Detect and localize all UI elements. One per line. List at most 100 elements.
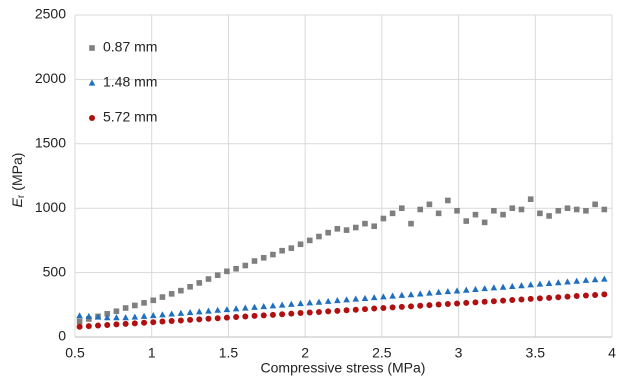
point	[564, 205, 571, 211]
y-label-subscript: r	[16, 194, 27, 198]
point	[104, 322, 111, 329]
point	[500, 211, 506, 218]
legend-label: 0.87 mm	[103, 39, 157, 55]
point	[601, 206, 608, 213]
legend-marker	[89, 45, 95, 51]
point	[270, 251, 276, 258]
point	[454, 300, 461, 307]
point	[297, 241, 304, 248]
point	[214, 272, 221, 278]
point	[343, 296, 350, 303]
point	[113, 321, 120, 328]
point	[389, 292, 396, 299]
y-label-unit: (MPa)	[9, 153, 25, 191]
point	[76, 318, 83, 325]
point	[389, 210, 396, 217]
legend-label: 5.72 mm	[103, 109, 157, 125]
point	[196, 316, 203, 323]
point	[435, 301, 442, 308]
point	[592, 201, 598, 208]
point	[546, 213, 552, 219]
point	[462, 286, 470, 293]
point	[564, 278, 571, 285]
point	[297, 310, 304, 317]
point	[324, 297, 332, 304]
point	[445, 197, 451, 204]
point	[233, 314, 240, 321]
point	[472, 285, 479, 292]
point	[555, 294, 562, 301]
point	[463, 299, 470, 306]
point	[279, 311, 286, 318]
point	[269, 302, 277, 309]
y-tick-label: 500	[43, 263, 67, 279]
point	[233, 265, 239, 272]
legend-label: 1.48 mm	[103, 74, 157, 90]
point	[426, 201, 433, 208]
point	[601, 291, 608, 298]
legend-marker	[89, 115, 95, 121]
x-tick-label: 0.5	[65, 345, 85, 361]
point	[426, 302, 433, 309]
point	[500, 297, 507, 304]
x-tick-label: 2.5	[372, 345, 392, 361]
point	[592, 292, 599, 299]
point	[463, 218, 470, 224]
point	[352, 295, 360, 302]
point	[132, 302, 138, 309]
point	[527, 281, 534, 288]
point	[76, 323, 83, 330]
point	[416, 290, 424, 297]
point	[426, 289, 433, 296]
point	[104, 311, 111, 317]
point	[371, 223, 377, 230]
point	[380, 305, 387, 312]
point	[178, 287, 184, 294]
x-tick-label: 3	[455, 345, 463, 361]
point	[187, 283, 193, 290]
point	[269, 311, 276, 318]
point	[481, 219, 488, 226]
point	[399, 205, 405, 211]
point	[435, 288, 442, 295]
point	[343, 227, 350, 233]
point	[122, 320, 129, 327]
point	[260, 302, 268, 310]
point	[334, 226, 341, 232]
point	[435, 210, 442, 217]
point	[555, 279, 562, 286]
point	[232, 305, 240, 312]
point	[407, 291, 415, 298]
point	[361, 306, 368, 313]
point	[334, 307, 341, 314]
point	[223, 306, 231, 313]
point	[527, 295, 534, 302]
point	[242, 313, 249, 320]
point	[150, 297, 157, 304]
point	[223, 314, 230, 321]
point	[564, 293, 571, 300]
point	[122, 314, 129, 321]
point	[205, 315, 212, 322]
y-axis-label: Er (MPa)	[9, 153, 27, 208]
x-tick-label: 1.5	[219, 345, 239, 361]
point	[85, 323, 92, 330]
point	[444, 288, 452, 295]
point	[555, 207, 562, 214]
point	[278, 301, 286, 308]
point	[573, 293, 580, 300]
point	[481, 298, 488, 305]
point	[113, 308, 120, 315]
point	[325, 308, 332, 315]
point	[224, 268, 230, 275]
point	[149, 311, 157, 319]
point	[141, 319, 148, 326]
point	[260, 312, 267, 319]
point	[536, 280, 544, 287]
point	[186, 309, 194, 316]
x-tick-label: 3.5	[526, 345, 546, 361]
point	[325, 229, 331, 236]
point	[94, 313, 102, 320]
point	[417, 206, 424, 213]
point	[168, 291, 175, 297]
